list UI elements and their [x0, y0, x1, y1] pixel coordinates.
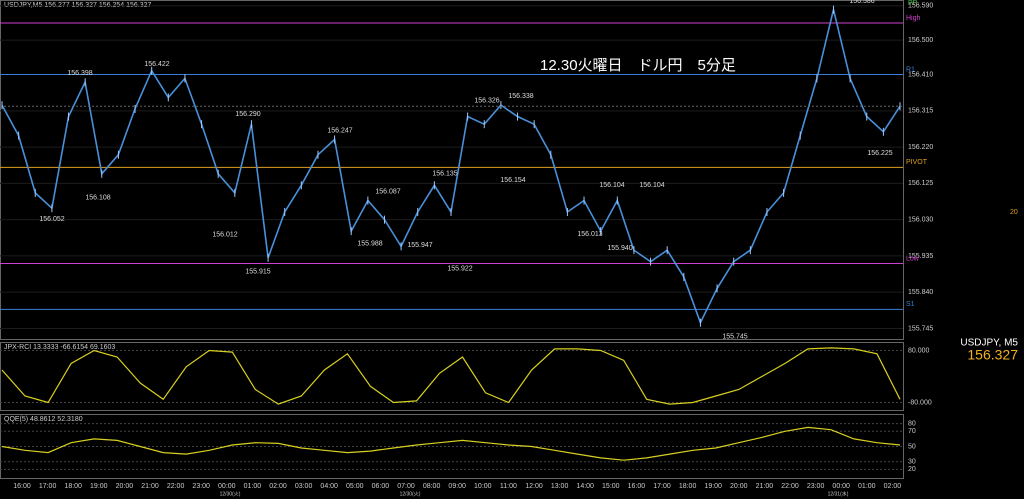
- price-annotation: 155.745: [722, 333, 747, 340]
- price-annotation: 156.225: [867, 150, 892, 157]
- price-annotation: 155.940: [607, 245, 632, 252]
- x-tick-label: 05:00: [346, 483, 364, 490]
- x-tick-label: 17:00: [39, 483, 57, 490]
- y-tick-label: 30: [908, 459, 916, 466]
- price-annotation: 156.154: [500, 177, 525, 184]
- x-tick-label: 03:00: [295, 483, 313, 490]
- rci-title: JPX-RCI 13.3333 -66.6154 69.1603: [4, 344, 115, 351]
- x-tick-label: 00:00: [218, 483, 236, 490]
- x-tick-label: 09:00: [448, 483, 466, 490]
- y-tick-label: 156.590: [908, 3, 933, 10]
- level-label: S1: [906, 301, 915, 308]
- price-annotation: 156.104: [599, 182, 624, 189]
- x-tick-label: 21:00: [756, 483, 774, 490]
- x-tick-label: 01:00: [244, 483, 262, 490]
- x-tick-label: 16:00: [628, 483, 646, 490]
- x-tick-label: 18:00: [679, 483, 697, 490]
- level-label: Low: [906, 255, 920, 262]
- current-price: 156.327: [967, 347, 1018, 363]
- y-tick-label: 155.745: [908, 325, 933, 332]
- x-tick-label: 10:00: [474, 483, 492, 490]
- price-annotation: 155.915: [245, 268, 270, 275]
- x-tick-label: 14:00: [576, 483, 594, 490]
- symbol: USDJPY, M5: [960, 338, 1018, 349]
- x-tick-label: 04:00: [320, 483, 338, 490]
- x-tick-label: 16:00: [13, 483, 31, 490]
- x-tick-label: 21:00: [141, 483, 159, 490]
- y-tick-label: 50: [908, 443, 916, 450]
- price-annotation: 156.422: [144, 61, 169, 68]
- level-label: High: [906, 15, 921, 22]
- y-tick-label: 155.840: [908, 289, 933, 296]
- x-tick-label: 19:00: [704, 483, 722, 490]
- price-annotation: 156.247: [327, 128, 352, 135]
- price-annotation: 156.052: [39, 216, 64, 223]
- price-annotation: 156.326: [474, 97, 499, 104]
- y-tick-label: 70: [908, 428, 916, 435]
- chart-note: 12.30火曜日 ドル円 5分足: [540, 57, 736, 74]
- y-tick-label: -80.000: [908, 399, 932, 406]
- x-tick-label: 11:00: [500, 483, 517, 490]
- x-tick-label: 22:00: [167, 483, 185, 490]
- y-tick-label: 155.935: [908, 253, 933, 260]
- price-annotation: 156.338: [508, 93, 533, 100]
- x-tick-label: 19:00: [90, 483, 108, 490]
- price-annotation: 156.013: [577, 231, 602, 238]
- x-tick-label: 22:00: [781, 483, 799, 490]
- date-label: 12/30(火): [220, 491, 241, 497]
- date-label: 12/30(火): [400, 491, 421, 497]
- x-tick-label: 23:00: [192, 483, 210, 490]
- level-label: R1: [906, 66, 915, 73]
- y-tick-label: 156.315: [908, 108, 933, 115]
- qqe-title: QQE(5) 48.8612 52.3180: [4, 416, 83, 423]
- x-tick-label: 18:00: [64, 483, 82, 490]
- x-tick-label: 08:00: [423, 483, 441, 490]
- x-tick-label: 12:00: [525, 483, 543, 490]
- price-annotation: 156.104: [639, 182, 664, 189]
- price-annotation: 156.586: [849, 0, 874, 5]
- x-tick-label: 20:00: [730, 483, 748, 490]
- x-tick-label: 15:00: [602, 483, 620, 490]
- level-label: PIVOT: [906, 159, 928, 166]
- x-tick-label: 02:00: [884, 483, 902, 490]
- date-label: 12/31(水): [828, 490, 849, 497]
- price-annotation: 155.922: [447, 266, 472, 273]
- y-tick-label: 156.125: [908, 180, 933, 187]
- side-value: 20: [1010, 209, 1018, 216]
- x-tick-label: 00:00: [832, 483, 850, 490]
- main-frame: [0, 0, 904, 340]
- y-tick-label: 156.220: [908, 144, 933, 151]
- x-tick-label: 06:00: [372, 483, 390, 490]
- price-annotation: 156.398: [67, 70, 92, 77]
- y-tick-label: 156.500: [908, 37, 933, 44]
- rci-frame: [0, 342, 904, 411]
- x-tick-label: 23:00: [807, 483, 825, 490]
- x-tick-label: 20:00: [116, 483, 134, 490]
- x-tick-label: 13:00: [551, 483, 569, 490]
- x-tick-label: 17:00: [653, 483, 671, 490]
- indicator-line: [1, 426, 901, 461]
- price-annotation: 156.108: [85, 195, 110, 202]
- price-annotation: 156.290: [235, 111, 260, 118]
- price-annotation: 156.012: [212, 231, 237, 238]
- price-annotation: 156.135: [432, 170, 457, 177]
- y-tick-label: 156.030: [908, 216, 933, 223]
- price-annotation: 155.947: [407, 242, 432, 249]
- x-tick-label: 07:00: [397, 483, 415, 490]
- indicator-line: [1, 347, 901, 405]
- x-tick-label: 01:00: [858, 483, 876, 490]
- y-tick-label: 156.410: [908, 71, 933, 78]
- price-annotation: 155.988: [357, 241, 382, 248]
- y-tick-label: 20: [908, 466, 916, 473]
- price-annotation: 156.087: [375, 189, 400, 196]
- y-tick-label: 80.000: [908, 347, 930, 354]
- x-tick-label: 02:00: [269, 483, 287, 490]
- y-tick-label: 80: [908, 420, 916, 427]
- pp-label: PP: [908, 0, 918, 7]
